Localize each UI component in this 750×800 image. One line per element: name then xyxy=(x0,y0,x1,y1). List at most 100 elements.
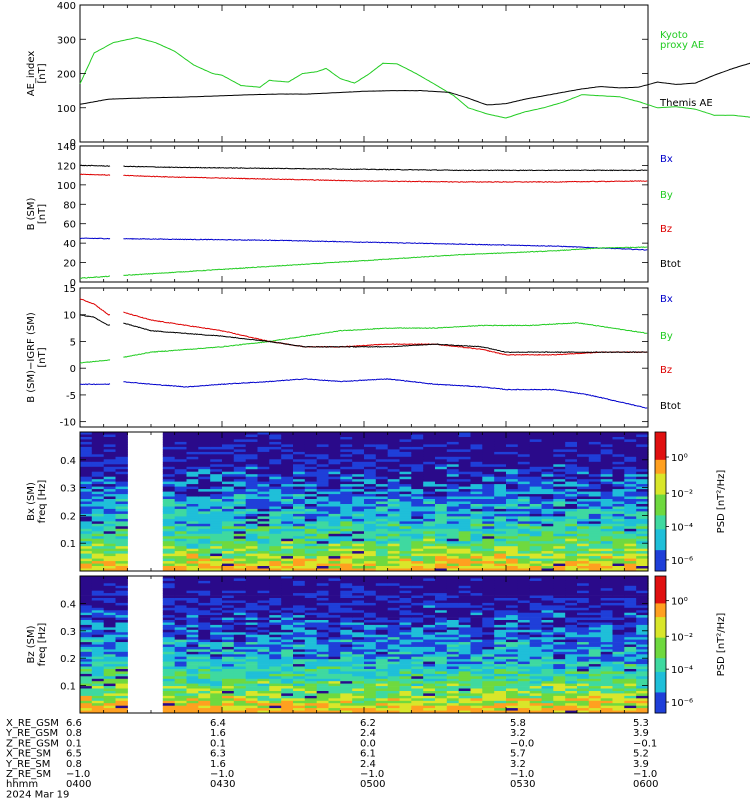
psd-cell xyxy=(529,688,543,692)
psd-cell xyxy=(375,593,389,596)
psd-cell xyxy=(446,516,460,520)
psd-cell xyxy=(198,681,211,684)
psd-cell xyxy=(316,661,330,665)
psd-cell xyxy=(399,632,412,636)
psd-cell xyxy=(304,523,318,527)
psd-cell xyxy=(423,600,436,604)
psd-cell xyxy=(612,536,625,540)
psd-cell xyxy=(399,576,412,579)
psd-cell xyxy=(612,531,625,535)
psd-cell xyxy=(91,598,105,601)
psd-cell xyxy=(269,454,282,458)
psd-cell xyxy=(293,459,306,463)
psd-cell xyxy=(375,471,389,475)
psd-cell xyxy=(446,695,460,699)
psd-cell xyxy=(80,566,93,569)
psd-cell xyxy=(304,558,318,562)
psd-cell xyxy=(340,578,353,582)
psd-cell xyxy=(458,491,472,495)
psd-cell xyxy=(529,441,543,445)
psd-cell xyxy=(80,607,93,611)
psd-cell xyxy=(600,526,614,530)
psd-cell xyxy=(624,496,637,500)
psd-cell xyxy=(103,585,117,589)
psd-cell xyxy=(293,588,306,591)
y-axis-label-1: B (SM) xyxy=(26,197,37,230)
psd-cell xyxy=(506,585,519,589)
psd-cell xyxy=(257,691,270,694)
psd-cell xyxy=(494,683,507,687)
psd-cell xyxy=(517,518,531,522)
psd-cell xyxy=(222,629,235,633)
psd-cell xyxy=(423,561,436,564)
psd-cell xyxy=(304,533,318,537)
psd-cell xyxy=(612,496,625,500)
psd-cell xyxy=(352,536,365,540)
psd-cell xyxy=(435,556,448,559)
psd-cell xyxy=(446,553,460,557)
psd-cell xyxy=(210,612,223,616)
psd-cell xyxy=(482,489,495,492)
psd-cell xyxy=(162,499,176,502)
psd-cell xyxy=(352,705,365,709)
psd-cell xyxy=(553,434,566,438)
psd-cell xyxy=(304,434,318,438)
psd-cell xyxy=(529,511,543,515)
psd-cell xyxy=(387,439,401,443)
psd-cell xyxy=(269,543,282,547)
psd-cell xyxy=(269,691,282,694)
psd-cell xyxy=(553,496,566,500)
psd-cell xyxy=(517,705,531,709)
psd-cell xyxy=(210,479,223,483)
psd-cell xyxy=(115,583,128,587)
psd-cell xyxy=(399,486,412,490)
psd-cell xyxy=(210,501,223,505)
psd-cell xyxy=(115,705,128,709)
psd-cell xyxy=(174,508,188,512)
psd-cell xyxy=(304,681,318,684)
psd-cell xyxy=(162,476,176,480)
psd-cell xyxy=(198,536,211,540)
psd-cell xyxy=(529,526,543,530)
psd-cell xyxy=(636,466,649,470)
psd-cell xyxy=(281,546,294,550)
psd-cell xyxy=(293,446,306,450)
psd-cell xyxy=(222,506,235,510)
psd-cell xyxy=(506,700,519,704)
psd-cell xyxy=(600,551,614,554)
psd-cell xyxy=(222,671,235,675)
psd-cell xyxy=(600,446,614,450)
psd-cell xyxy=(482,593,495,596)
psd-cell xyxy=(541,516,554,520)
psd-cell xyxy=(399,484,412,487)
psd-cell xyxy=(80,627,93,631)
psd-cell xyxy=(577,508,590,512)
psd-cell xyxy=(269,486,282,490)
psd-cell xyxy=(91,484,105,487)
psd-cell xyxy=(174,700,188,704)
psd-cell xyxy=(470,561,483,564)
psd-cell xyxy=(494,536,507,540)
psd-cell xyxy=(364,511,377,515)
psd-cell xyxy=(80,551,93,554)
psd-cell xyxy=(458,585,472,589)
colorbar-cell xyxy=(655,525,666,530)
psd-cell xyxy=(174,615,188,618)
psd-cell xyxy=(210,561,223,564)
psd-cell xyxy=(411,556,424,559)
psd-cell xyxy=(80,484,93,487)
psd-cell xyxy=(352,501,365,505)
psd-cell xyxy=(162,456,176,460)
psd-cell xyxy=(281,506,294,510)
psd-cell xyxy=(588,531,602,535)
psd-cell xyxy=(517,617,531,621)
psd-cell xyxy=(399,441,412,445)
psd-cell xyxy=(198,516,211,520)
psd-cell xyxy=(304,513,318,517)
psd-cell xyxy=(115,494,128,497)
psd-cell xyxy=(517,466,531,470)
y-axis-label-3: freq [Hz] xyxy=(37,480,48,524)
psd-cell xyxy=(364,617,377,621)
psd-cell xyxy=(494,669,507,672)
psd-cell xyxy=(482,444,495,448)
